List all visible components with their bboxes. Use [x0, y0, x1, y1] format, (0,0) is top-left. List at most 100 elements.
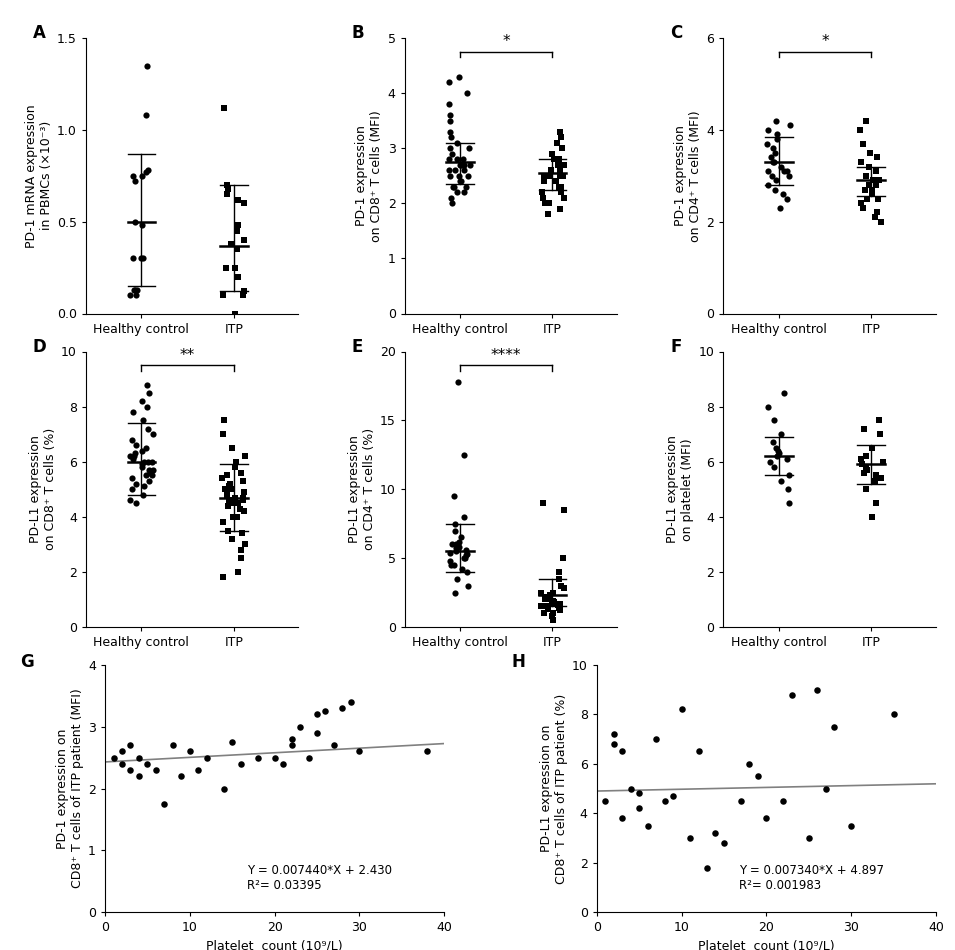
Point	[874, 214, 889, 229]
Point	[216, 781, 231, 796]
Point	[136, 454, 151, 469]
Point	[441, 97, 456, 112]
Point	[554, 180, 569, 195]
Point	[115, 756, 130, 771]
Point	[419, 744, 435, 759]
Point	[233, 756, 248, 771]
Point	[544, 608, 560, 623]
Point	[764, 150, 779, 165]
Point	[776, 386, 792, 401]
Point	[134, 168, 149, 183]
Point	[122, 288, 138, 303]
Point	[557, 503, 572, 518]
Point	[854, 451, 869, 466]
Point	[456, 509, 472, 524]
Point	[141, 473, 157, 488]
Point	[780, 451, 796, 466]
Point	[129, 288, 144, 303]
Point	[441, 74, 456, 89]
Point	[666, 788, 681, 804]
Point	[537, 606, 552, 621]
Y-axis label: PD-L1 expression on
CD8⁺ T cells of ITP patient (%): PD-L1 expression on CD8⁺ T cells of ITP …	[540, 694, 567, 884]
Point	[855, 200, 870, 216]
Point	[442, 168, 457, 183]
Point	[200, 750, 215, 766]
Text: C: C	[670, 24, 683, 42]
Point	[781, 468, 796, 484]
Point	[124, 432, 139, 447]
Point	[859, 168, 874, 183]
Y-axis label: PD-1 expression
on CD8⁺ T cells (MFI): PD-1 expression on CD8⁺ T cells (MFI)	[355, 110, 384, 241]
Point	[758, 810, 774, 826]
Point	[781, 168, 796, 183]
Point	[275, 756, 290, 771]
Point	[165, 737, 180, 752]
Point	[106, 750, 121, 766]
Point	[145, 427, 160, 442]
Point	[553, 598, 568, 613]
Point	[858, 460, 873, 475]
Point	[458, 548, 474, 563]
Point	[454, 157, 469, 172]
Point	[443, 124, 458, 140]
Point	[191, 762, 206, 777]
Point	[769, 131, 784, 146]
Point	[648, 732, 664, 747]
Point	[864, 509, 880, 524]
Point	[449, 184, 464, 200]
Text: G: G	[20, 653, 34, 671]
Point	[544, 146, 560, 162]
Point	[545, 606, 561, 621]
Point	[234, 525, 249, 541]
Point	[460, 578, 476, 593]
Point	[232, 501, 247, 516]
Point	[128, 496, 143, 511]
Point	[864, 440, 880, 455]
Point	[876, 454, 891, 469]
Point	[135, 443, 150, 458]
Point	[775, 186, 791, 201]
Point	[533, 585, 548, 600]
Point	[631, 786, 647, 801]
Point	[857, 421, 872, 436]
Point	[606, 736, 622, 751]
Point	[854, 196, 869, 211]
Text: *: *	[502, 34, 510, 49]
Point	[856, 136, 871, 151]
Point	[555, 141, 570, 156]
Point	[237, 284, 252, 299]
Point	[129, 476, 144, 491]
Point	[872, 173, 887, 188]
Point	[766, 435, 781, 450]
Point	[141, 386, 157, 401]
Point	[553, 184, 568, 200]
Point	[765, 141, 780, 156]
Point	[447, 558, 462, 573]
Point	[452, 534, 467, 549]
Point	[546, 595, 562, 610]
Point	[759, 136, 775, 151]
Point	[774, 473, 789, 488]
Point	[548, 174, 563, 189]
Point	[230, 218, 245, 233]
Point	[540, 591, 555, 606]
Y-axis label: PD-L1 expression
on CD4⁺ T cells (%): PD-L1 expression on CD4⁺ T cells (%)	[348, 428, 375, 550]
Point	[216, 288, 231, 303]
Point	[237, 484, 252, 500]
Point	[450, 135, 465, 150]
Point	[858, 182, 873, 198]
Point	[220, 178, 235, 193]
Point	[870, 205, 885, 220]
Point	[537, 174, 552, 189]
Point	[454, 561, 469, 577]
Point	[442, 107, 457, 123]
Point	[767, 155, 782, 170]
Point	[874, 470, 889, 485]
Point	[445, 180, 460, 195]
Point	[453, 174, 468, 189]
Point	[138, 468, 154, 484]
Point	[223, 482, 239, 497]
Text: **: **	[180, 348, 195, 363]
Point	[535, 184, 550, 200]
Point	[545, 585, 561, 600]
